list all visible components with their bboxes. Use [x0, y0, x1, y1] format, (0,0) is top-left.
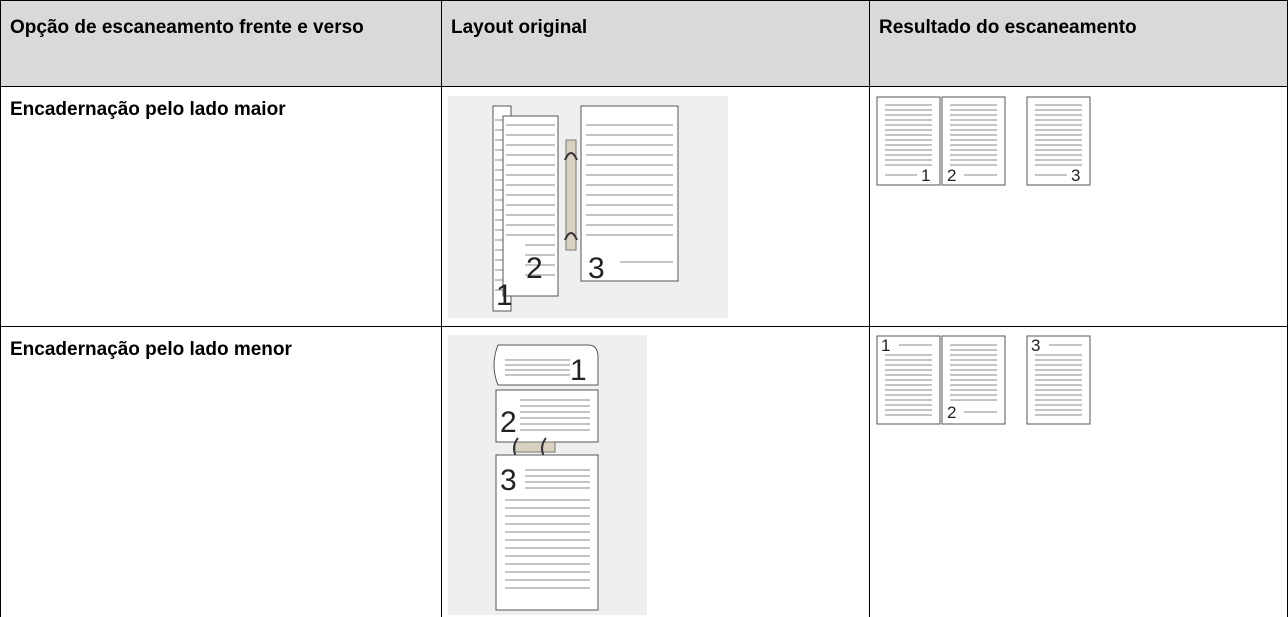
page-number: 1: [570, 354, 587, 387]
ring: [564, 152, 578, 241]
page-number: 1: [881, 336, 890, 355]
page-number: 1: [496, 279, 513, 312]
page-number: 2: [500, 406, 517, 439]
page: [941, 96, 1006, 186]
page-number: 3: [588, 252, 605, 285]
page: [876, 96, 941, 186]
row-label: Encadernação pelo lado menor: [10, 339, 292, 360]
page: [502, 115, 559, 297]
border: [0, 0, 1, 617]
border: [441, 0, 442, 617]
page: [1026, 96, 1091, 186]
page: [495, 389, 599, 443]
page-number: 3: [500, 464, 517, 497]
spine: [565, 139, 577, 251]
header-cell: Resultado do escaneamento: [869, 0, 1288, 86]
page-number: 2: [526, 252, 543, 285]
border: [869, 0, 870, 617]
page-number: 2: [947, 166, 956, 185]
page-number: 1: [921, 166, 930, 185]
row-label: Encadernação pelo lado maior: [10, 99, 286, 120]
page-number: 2: [947, 403, 956, 422]
page-number: 3: [1031, 336, 1040, 355]
border: [0, 0, 1288, 1]
header-cell: Layout original: [441, 0, 869, 86]
spine: [514, 441, 556, 453]
header-cell: Opção de escaneamento frente e verso: [0, 0, 441, 86]
border: [0, 326, 1288, 327]
page-number: 3: [1071, 166, 1080, 185]
border: [0, 86, 1288, 87]
